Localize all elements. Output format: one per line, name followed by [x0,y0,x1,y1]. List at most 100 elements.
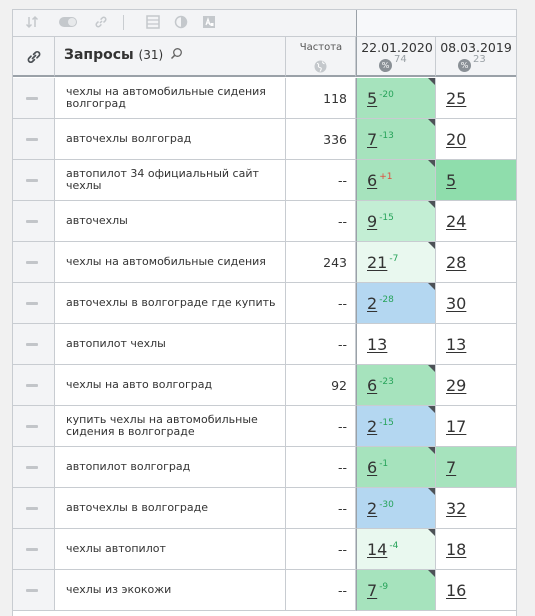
table-icon[interactable] [146,15,160,29]
position-link[interactable]: 32 [446,499,466,518]
position-value: 5 [367,89,378,108]
position-link[interactable]: 7 -9 [367,581,388,600]
position-link[interactable]: 7 -13 [367,130,394,149]
queries-column-header[interactable]: Запросы (31) [55,37,286,77]
link-column-header[interactable] [13,37,55,77]
position-link[interactable]: 28 [446,253,466,272]
position-link[interactable]: 21 -7 [367,253,398,272]
minus-icon [26,548,38,551]
row-link-cell[interactable] [13,447,55,488]
row-link-cell[interactable] [13,570,55,611]
position-link[interactable]: 13 [367,335,387,354]
percent-icon[interactable]: % [458,59,471,72]
row-link-cell[interactable] [13,283,55,324]
position-link[interactable]: 6 -23 [367,376,394,395]
position-value: 6 [367,171,378,190]
position-value: 29 [446,376,467,395]
position-cell: 2 -28 [356,283,436,324]
position-change: -7 [389,254,399,264]
date-count: 74 [394,54,407,65]
frequency-cell: -- [286,570,356,611]
text-icon[interactable] [202,15,216,29]
position-cell: 7 [436,447,516,488]
position-link[interactable]: 17 [446,417,466,436]
table-row: автопилот 34 официальный сайт чехлы -- 6… [13,160,516,201]
position-value: 30 [446,294,467,313]
minus-icon [26,261,38,264]
row-link-cell[interactable] [13,119,55,160]
frequency-value: 118 [323,90,347,106]
frequency-cell: -- [286,406,356,447]
table-row: чехлы автопилот -- 14 -4 18 [13,529,516,570]
query-text: чехлы из экокожи [66,582,172,596]
position-cell: 13 [436,324,516,365]
position-link[interactable]: 2 -30 [367,499,394,518]
row-link-cell[interactable] [13,365,55,406]
position-value: 5 [446,171,457,190]
minus-icon [26,384,38,387]
position-link[interactable]: 20 [446,130,466,149]
position-value: 7 [367,130,378,149]
percent-icon[interactable]: % [379,59,392,72]
position-cell: 17 [436,406,516,447]
query-cell: автопилот чехлы [55,324,286,365]
query-text: чехлы на автомобильные сидения волгоград [66,84,266,110]
position-value: 25 [446,89,467,108]
position-cell: 32 [436,488,516,529]
positions-table: Запросы (31) Частота 22.01.2020 % 74 08.… [12,9,517,616]
row-link-cell[interactable] [13,529,55,570]
position-link[interactable]: 9 -15 [367,212,394,231]
position-link[interactable]: 25 [446,89,466,108]
row-link-cell[interactable] [13,488,55,529]
corner-marker-icon [428,570,435,577]
toggle-icon[interactable] [58,15,78,29]
query-cell: чехлы на авто волгоград [55,365,286,406]
row-link-cell[interactable] [13,242,55,283]
position-link[interactable]: 6 -1 [367,458,388,477]
position-change: -1 [379,459,389,469]
position-link[interactable]: 13 [446,335,466,354]
corner-marker-icon [428,406,435,413]
position-link[interactable]: 2 -15 [367,417,394,436]
position-link[interactable]: 30 [446,294,466,313]
position-link[interactable]: 29 [446,376,466,395]
link-icon[interactable] [94,15,108,29]
query-text: авточехлы в волгограде где купить [66,295,276,309]
position-link[interactable]: 6 +1 [367,171,392,190]
date-column-header[interactable]: 08.03.2019 % 23 [436,37,516,77]
position-value: 2 [367,499,378,518]
queries-title: Запросы (31) [64,47,183,63]
position-link[interactable]: 7 [446,458,456,477]
position-link[interactable]: 5 [446,171,456,190]
corner-marker-icon [428,447,435,454]
position-link[interactable]: 2 -28 [367,294,394,313]
date-column-header[interactable]: 22.01.2020 % 74 [356,37,436,77]
position-cell: 21 -7 [356,242,436,283]
position-link[interactable]: 18 [446,540,466,559]
contrast-icon[interactable] [174,15,188,29]
position-change: -4 [389,541,399,551]
minus-icon [26,97,38,100]
frequency-label: Частота [299,42,343,53]
row-link-cell[interactable] [13,201,55,242]
sort-icon[interactable] [25,15,39,29]
row-link-cell[interactable] [13,324,55,365]
row-link-cell[interactable] [13,160,55,201]
position-cell: 24 [436,201,516,242]
row-link-cell[interactable] [13,406,55,447]
globe-icon[interactable] [314,60,327,73]
corner-marker-icon [428,242,435,249]
position-cell: 6 -1 [356,447,436,488]
corner-marker-icon [428,488,435,495]
frequency-column-header[interactable]: Частота [286,37,356,77]
position-link[interactable]: 24 [446,212,466,231]
position-link[interactable]: 16 [446,581,466,600]
position-link[interactable]: 14 -4 [367,540,398,559]
search-icon[interactable] [170,47,183,60]
frequency-cell: -- [286,283,356,324]
toolbar-right-area [356,10,516,37]
date-label: 08.03.2019 [440,40,512,55]
row-link-cell[interactable] [13,78,55,119]
position-link[interactable]: 5 -20 [367,89,394,108]
frequency-value: -- [337,500,347,516]
